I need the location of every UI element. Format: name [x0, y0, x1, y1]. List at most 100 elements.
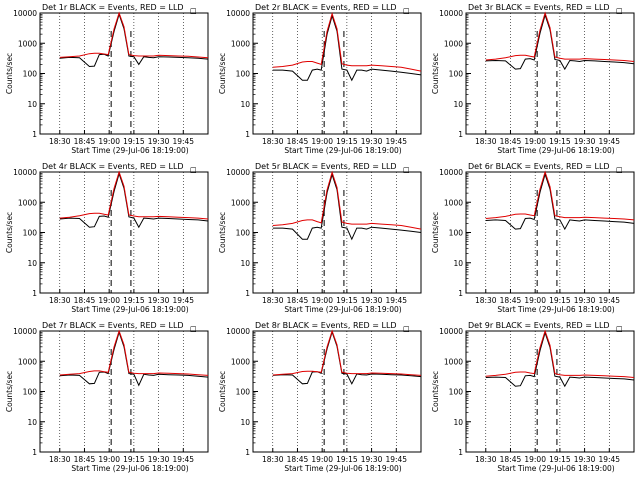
series-events-line — [485, 13, 635, 71]
x-tick-label: 18:30 — [49, 137, 71, 146]
x-tick-label: 18:45 — [500, 455, 522, 464]
y-tick-label: 1 — [32, 448, 37, 457]
x-tick-label: 18:45 — [287, 137, 309, 146]
x-axis-label: Start Time (29-Jul-06 18:19:00) — [497, 464, 614, 473]
x-tick-label: 19:00 — [98, 455, 120, 464]
x-axis-label: Start Time (29-Jul-06 18:19:00) — [284, 305, 401, 314]
corner-box-icon: ☐ — [616, 166, 623, 175]
x-tick-label: 19:30 — [148, 137, 170, 146]
x-tick-label: 19:15 — [123, 137, 145, 146]
x-tick-label: 18:45 — [500, 296, 522, 305]
panel-4: Det 4r BLACK = Events, RED = LLD ☐ 18:30 18… — [5, 162, 209, 314]
x-tick-label: 19:15 — [123, 296, 145, 305]
panel-title: Det 2r BLACK = Events, RED = LLD — [255, 3, 397, 12]
x-tick-label: 19:15 — [549, 455, 571, 464]
panel-3: Det 3r BLACK = Events, RED = LLD ☐ 18:30 18… — [431, 3, 635, 155]
y-tick-label: 10 — [240, 418, 250, 427]
x-axis-label: Start Time (29-Jul-06 18:19:00) — [284, 146, 401, 155]
y-tick-label: 10000 — [13, 9, 37, 18]
x-tick-label: 19:00 — [311, 455, 333, 464]
x-tick-label: 19:45 — [385, 137, 407, 146]
series-lld-line — [272, 11, 422, 72]
y-tick-label: 1000 — [444, 357, 463, 366]
corner-box-icon: ☐ — [190, 7, 197, 16]
x-tick-label: 19:45 — [172, 296, 194, 305]
y-tick-label: 100 — [236, 70, 251, 79]
y-tick-label: 1000 — [444, 39, 463, 48]
x-tick-label: 19:45 — [598, 137, 620, 146]
x-tick-label: 18:45 — [74, 137, 96, 146]
series-events-line — [485, 331, 635, 388]
corner-box-icon: ☐ — [616, 7, 623, 16]
series-events-line — [59, 12, 209, 68]
y-tick-label: 10 — [27, 418, 37, 427]
x-tick-label: 18:45 — [287, 455, 309, 464]
y-axis-label: Counts/sec — [5, 212, 14, 253]
y-tick-label: 10000 — [226, 327, 250, 336]
series-events-line — [59, 172, 209, 229]
y-tick-label: 10 — [453, 100, 463, 109]
x-axis-label: Start Time (29-Jul-06 18:19:00) — [71, 305, 188, 314]
y-tick-label: 1 — [32, 289, 37, 298]
y-axis-label: Counts/sec — [218, 212, 227, 253]
y-tick-label: 10000 — [226, 168, 250, 177]
x-tick-label: 19:30 — [148, 455, 170, 464]
y-tick-label: 10 — [240, 259, 250, 268]
x-axis-label: Start Time (29-Jul-06 18:19:00) — [497, 305, 614, 314]
y-tick-label: 10000 — [439, 168, 463, 177]
y-tick-label: 100 — [449, 229, 464, 238]
x-tick-label: 18:30 — [262, 137, 284, 146]
x-tick-label: 19:30 — [148, 296, 170, 305]
y-tick-label: 10 — [453, 259, 463, 268]
x-tick-label: 19:00 — [524, 296, 546, 305]
series-events-line — [272, 330, 422, 385]
y-tick-label: 10000 — [439, 9, 463, 18]
x-tick-label: 18:45 — [287, 296, 309, 305]
x-tick-label: 19:30 — [574, 455, 596, 464]
x-tick-label: 19:00 — [98, 137, 120, 146]
x-tick-label: 19:00 — [98, 296, 120, 305]
y-tick-label: 1 — [458, 289, 463, 298]
x-tick-label: 18:30 — [49, 296, 71, 305]
x-tick-label: 19:45 — [172, 455, 194, 464]
y-tick-label: 100 — [23, 388, 38, 397]
x-tick-label: 19:45 — [598, 455, 620, 464]
panel-1: Det 1r BLACK = Events, RED = LLD ☐ 18:30 18… — [5, 3, 209, 155]
corner-box-icon: ☐ — [616, 325, 623, 334]
x-tick-label: 18:30 — [475, 455, 497, 464]
x-tick-label: 18:30 — [49, 455, 71, 464]
x-tick-label: 19:30 — [361, 137, 383, 146]
series-lld-line — [59, 11, 209, 59]
series-events-line — [272, 172, 422, 241]
x-tick-label: 19:00 — [524, 137, 546, 146]
corner-box-icon: ☐ — [403, 7, 410, 16]
y-tick-label: 10000 — [439, 327, 463, 336]
panel-title: Det 7r BLACK = Events, RED = LLD — [42, 321, 184, 330]
x-tick-label: 19:15 — [123, 455, 145, 464]
panel-7: Det 7r BLACK = Events, RED = LLD ☐ 18:30 18… — [5, 321, 209, 473]
x-tick-label: 18:30 — [262, 296, 284, 305]
x-tick-label: 19:30 — [574, 296, 596, 305]
y-tick-label: 1 — [245, 130, 250, 139]
x-tick-label: 18:45 — [74, 455, 96, 464]
x-axis-label: Start Time (29-Jul-06 18:19:00) — [497, 146, 614, 155]
series-lld-line — [59, 329, 209, 376]
x-axis-label: Start Time (29-Jul-06 18:19:00) — [284, 464, 401, 473]
y-axis-label: Counts/sec — [218, 53, 227, 94]
x-tick-label: 19:30 — [361, 455, 383, 464]
x-tick-label: 19:45 — [598, 296, 620, 305]
x-tick-label: 18:30 — [475, 296, 497, 305]
y-axis-label: Counts/sec — [431, 53, 440, 94]
x-tick-label: 19:15 — [336, 455, 358, 464]
series-events-line — [485, 172, 635, 231]
x-tick-label: 19:45 — [385, 455, 407, 464]
series-lld-line — [59, 170, 209, 220]
y-tick-label: 1 — [458, 130, 463, 139]
panel-title: Det 3r BLACK = Events, RED = LLD — [468, 3, 610, 12]
x-tick-label: 19:30 — [574, 137, 596, 146]
panel-8: Det 8r BLACK = Events, RED = LLD ☐ 18:30 18… — [218, 321, 422, 473]
x-tick-label: 19:00 — [311, 296, 333, 305]
y-tick-label: 100 — [23, 70, 38, 79]
panel-2: Det 2r BLACK = Events, RED = LLD ☐ 18:30 18… — [218, 3, 422, 155]
y-tick-label: 1000 — [231, 357, 250, 366]
